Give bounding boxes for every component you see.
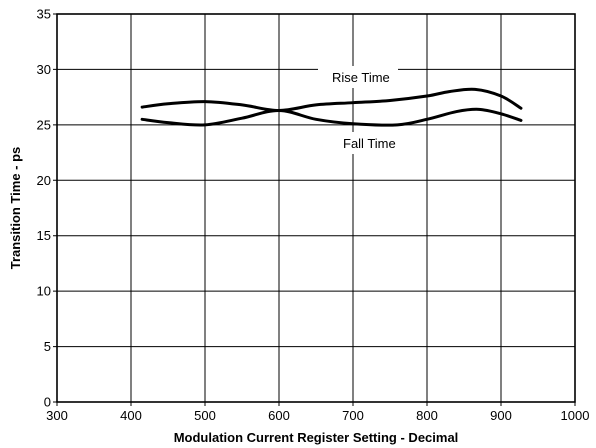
fall-time-label-box: Fall Time <box>336 132 408 154</box>
fall-time-label: Fall Time <box>343 136 396 151</box>
y-tick-label: 15 <box>37 228 51 243</box>
y-tick-label: 5 <box>44 339 51 354</box>
tick-label-layer: 300 400 500 600 700 800 900 1000 0 5 10 15 20 25 30 35 <box>37 7 590 424</box>
y-tick-label: 25 <box>37 117 51 132</box>
grid-layer <box>53 13 576 406</box>
rise-time-label: Rise Time <box>332 70 390 85</box>
rise-time-line <box>140 87 523 112</box>
x-tick-label: 900 <box>490 408 512 423</box>
x-tick-label: 800 <box>416 408 438 423</box>
y-axis-title: Transition Time - ps <box>8 147 23 270</box>
x-tick-label: 600 <box>268 408 290 423</box>
fall-time-line <box>140 107 523 127</box>
rise-time-label-box: Rise Time <box>318 66 398 88</box>
y-tick-label: 0 <box>44 395 51 410</box>
plot-frame <box>56 13 576 403</box>
x-tick-label: 400 <box>120 408 142 423</box>
y-tick-label: 35 <box>37 7 51 22</box>
x-tick-label: 300 <box>46 408 68 423</box>
y-tick-label: 20 <box>37 173 51 188</box>
x-tick-label: 1000 <box>561 408 590 423</box>
y-tick-label: 30 <box>37 62 51 77</box>
x-tick-label: 700 <box>342 408 364 423</box>
y-tick-label: 10 <box>37 284 51 299</box>
series-layer <box>140 87 523 127</box>
x-axis-title: Modulation Current Register Setting - De… <box>174 430 459 445</box>
x-tick-label: 500 <box>194 408 216 423</box>
